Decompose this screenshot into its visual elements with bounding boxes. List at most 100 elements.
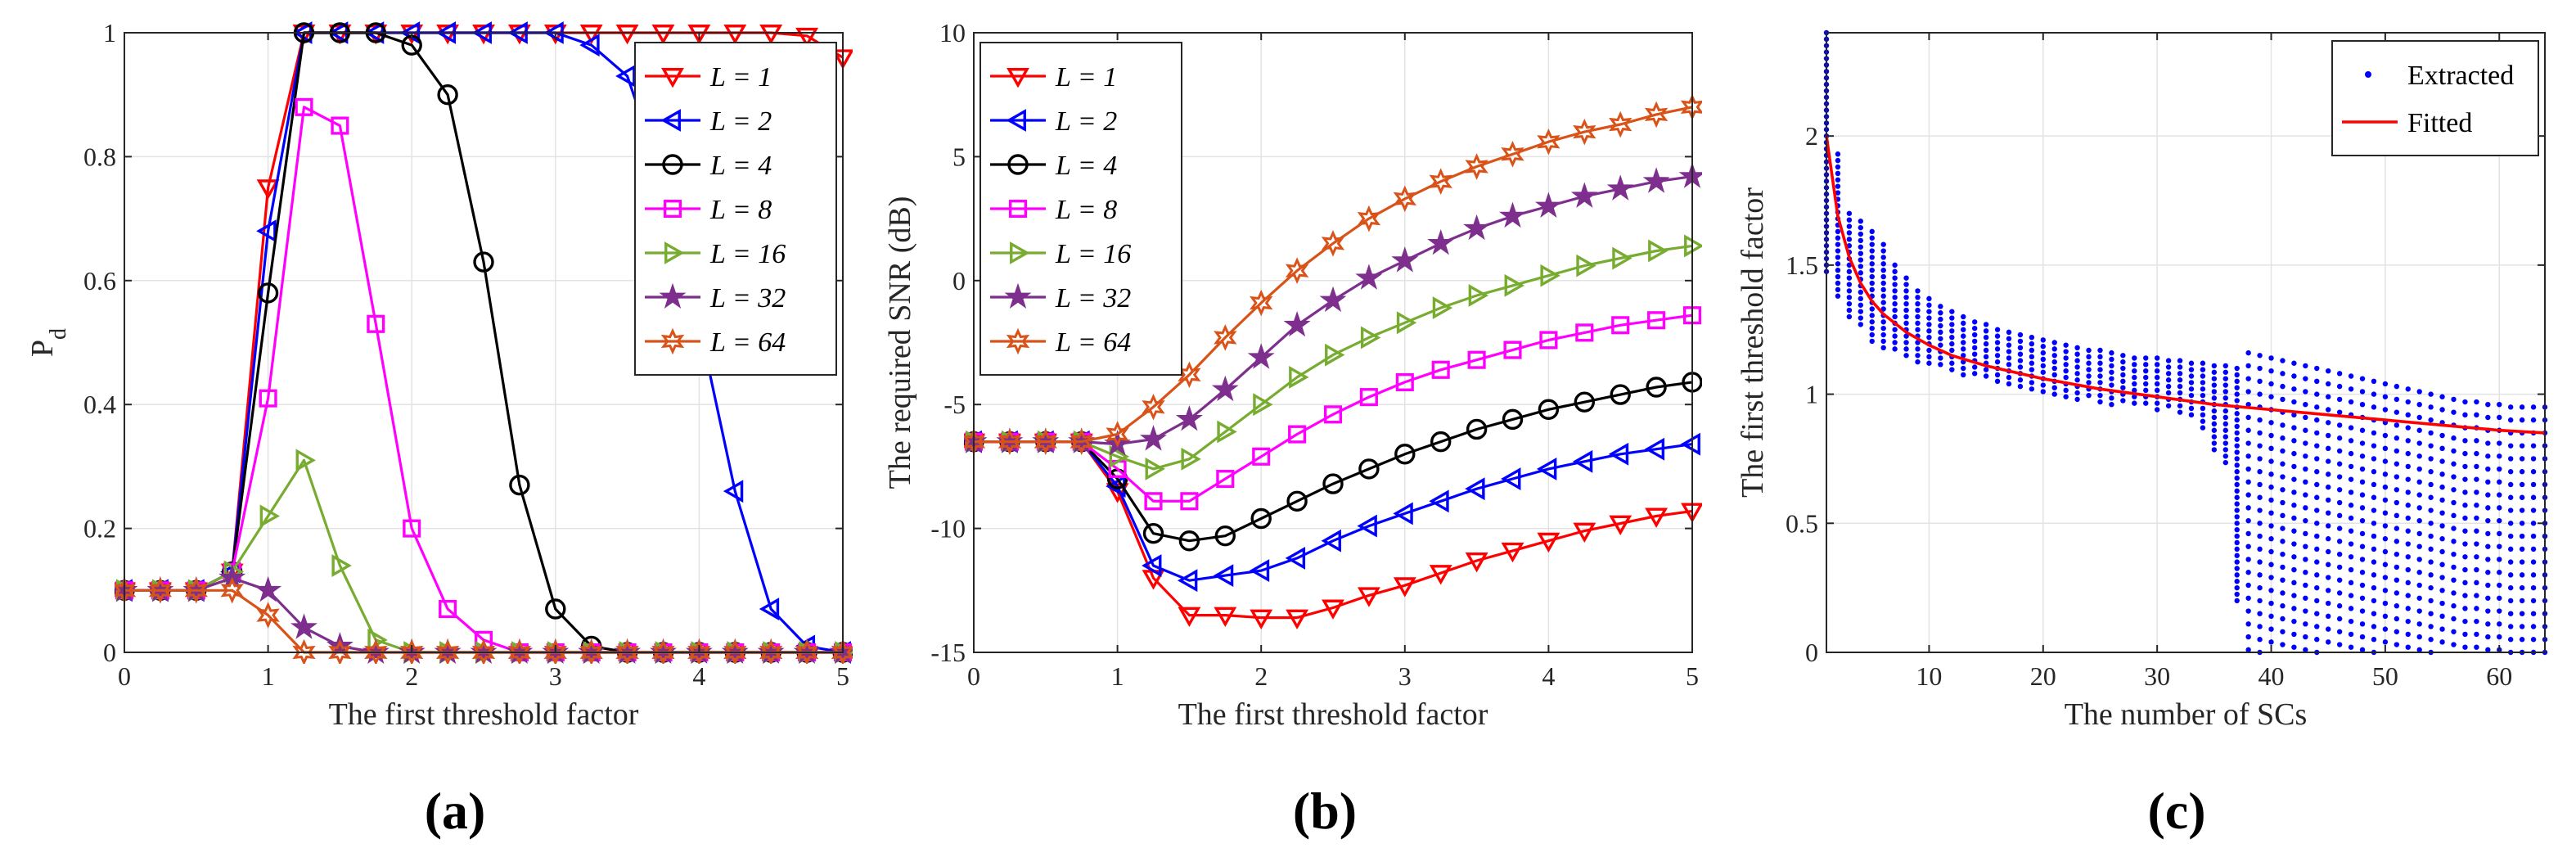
data-point xyxy=(2439,432,2445,439)
data-point xyxy=(2154,400,2160,406)
data-point xyxy=(2382,626,2389,632)
x-tick-label: 50 xyxy=(2372,661,2398,691)
data-point xyxy=(2497,414,2502,421)
data-point xyxy=(2303,608,2308,614)
data-point xyxy=(2234,456,2240,462)
data-point xyxy=(1217,420,1237,444)
chart-c: 10 20 30 40 50 60 0 0.5 1 1.5 2 The number of SCs Th… xyxy=(1736,29,2548,732)
data-point xyxy=(2040,389,2046,395)
data-point xyxy=(2017,358,2024,363)
data-point xyxy=(2314,598,2320,604)
data-point xyxy=(2120,398,2126,404)
data-point xyxy=(2280,577,2286,583)
data-point xyxy=(1540,264,1560,287)
data-point xyxy=(1949,334,1955,341)
data-point xyxy=(2280,371,2286,377)
y-axis-label: The first threshold factor xyxy=(1736,187,1770,498)
data-point xyxy=(2268,445,2274,452)
data-point xyxy=(1846,237,1853,242)
data-point xyxy=(1835,286,1841,293)
data-point xyxy=(2245,440,2251,446)
data-point xyxy=(2359,634,2366,640)
data-point xyxy=(256,219,277,243)
data-point xyxy=(1502,408,1524,431)
data-point xyxy=(2371,546,2377,553)
data-point xyxy=(2234,546,2240,553)
data-point xyxy=(1971,338,1978,345)
data-point xyxy=(2234,533,2240,539)
data-point xyxy=(2405,386,2411,392)
data-point xyxy=(2439,497,2445,503)
data-point xyxy=(2348,644,2354,650)
data-point xyxy=(2359,453,2366,459)
data-point xyxy=(2416,466,2422,472)
data-point xyxy=(2371,572,2377,578)
data-point xyxy=(2462,515,2468,521)
data-point xyxy=(1177,569,1198,593)
data-point xyxy=(2222,414,2228,421)
data-point xyxy=(2097,367,2103,372)
data-point xyxy=(2326,600,2331,607)
data-point xyxy=(2530,572,2537,578)
data-point xyxy=(2416,414,2422,421)
data-point xyxy=(2268,394,2274,399)
data-point xyxy=(2416,595,2422,601)
data-point xyxy=(2303,389,2308,395)
data-point xyxy=(2451,512,2457,519)
data-point xyxy=(2109,376,2114,381)
data-point xyxy=(2326,445,2331,452)
data-point xyxy=(2416,427,2422,433)
data-point xyxy=(2359,608,2366,614)
data-point xyxy=(2394,422,2400,428)
data-point xyxy=(2485,505,2491,511)
panel-label-a: (a) xyxy=(425,782,486,840)
data-point xyxy=(2234,398,2240,404)
legend-swatch-marker xyxy=(660,109,681,132)
data-point xyxy=(2051,385,2057,390)
data-point xyxy=(1573,522,1596,544)
data-point xyxy=(2451,409,2457,415)
data-point xyxy=(2211,421,2218,427)
data-point xyxy=(1983,341,1989,347)
data-point xyxy=(1432,296,1453,320)
data-point xyxy=(2006,349,2012,354)
data-point xyxy=(1285,547,1306,570)
data-point xyxy=(2017,383,2024,390)
data-point xyxy=(2211,363,2218,369)
data-point xyxy=(2303,479,2308,485)
data-point xyxy=(1971,319,1978,325)
data-point xyxy=(1880,325,1886,332)
data-point xyxy=(1249,559,1270,583)
data-point xyxy=(2165,383,2172,390)
data-point xyxy=(2268,523,2274,529)
data-point xyxy=(2245,492,2251,498)
data-point xyxy=(2154,355,2160,361)
data-point xyxy=(2451,448,2457,454)
data-point xyxy=(1892,275,1898,281)
data-point xyxy=(2234,507,2240,513)
data-point xyxy=(2109,395,2114,401)
data-point xyxy=(1892,268,1898,274)
data-point xyxy=(1393,185,1416,213)
data-point xyxy=(2428,507,2434,513)
data-point xyxy=(1926,347,1932,354)
data-point xyxy=(2371,391,2377,397)
x-axis-label: The first threshold factor xyxy=(1178,697,1488,732)
data-point xyxy=(2462,554,2468,560)
data-point xyxy=(2165,377,2172,383)
data-point xyxy=(435,638,460,664)
y-tick-label: 10 xyxy=(939,18,966,47)
data-point xyxy=(1938,310,1943,316)
data-point xyxy=(2303,440,2308,446)
data-point xyxy=(2348,515,2354,521)
data-point xyxy=(1869,255,1875,260)
data-point xyxy=(1892,307,1898,313)
data-point xyxy=(2154,362,2160,368)
data-point xyxy=(2063,362,2069,368)
data-point xyxy=(2200,425,2206,431)
data-point xyxy=(1926,309,1932,314)
data-point xyxy=(2291,580,2297,586)
data-point xyxy=(1846,230,1853,236)
data-point xyxy=(1573,118,1596,146)
